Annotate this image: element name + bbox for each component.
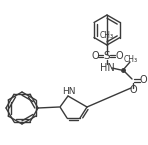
Text: HN: HN xyxy=(62,87,76,96)
Text: O: O xyxy=(91,51,99,61)
Text: O: O xyxy=(115,51,123,61)
Text: CH₃: CH₃ xyxy=(100,30,114,39)
Text: CH₃: CH₃ xyxy=(124,55,138,64)
Text: S: S xyxy=(104,51,110,61)
Text: HN: HN xyxy=(100,63,114,73)
Text: O: O xyxy=(139,75,147,85)
Text: O: O xyxy=(129,85,137,95)
